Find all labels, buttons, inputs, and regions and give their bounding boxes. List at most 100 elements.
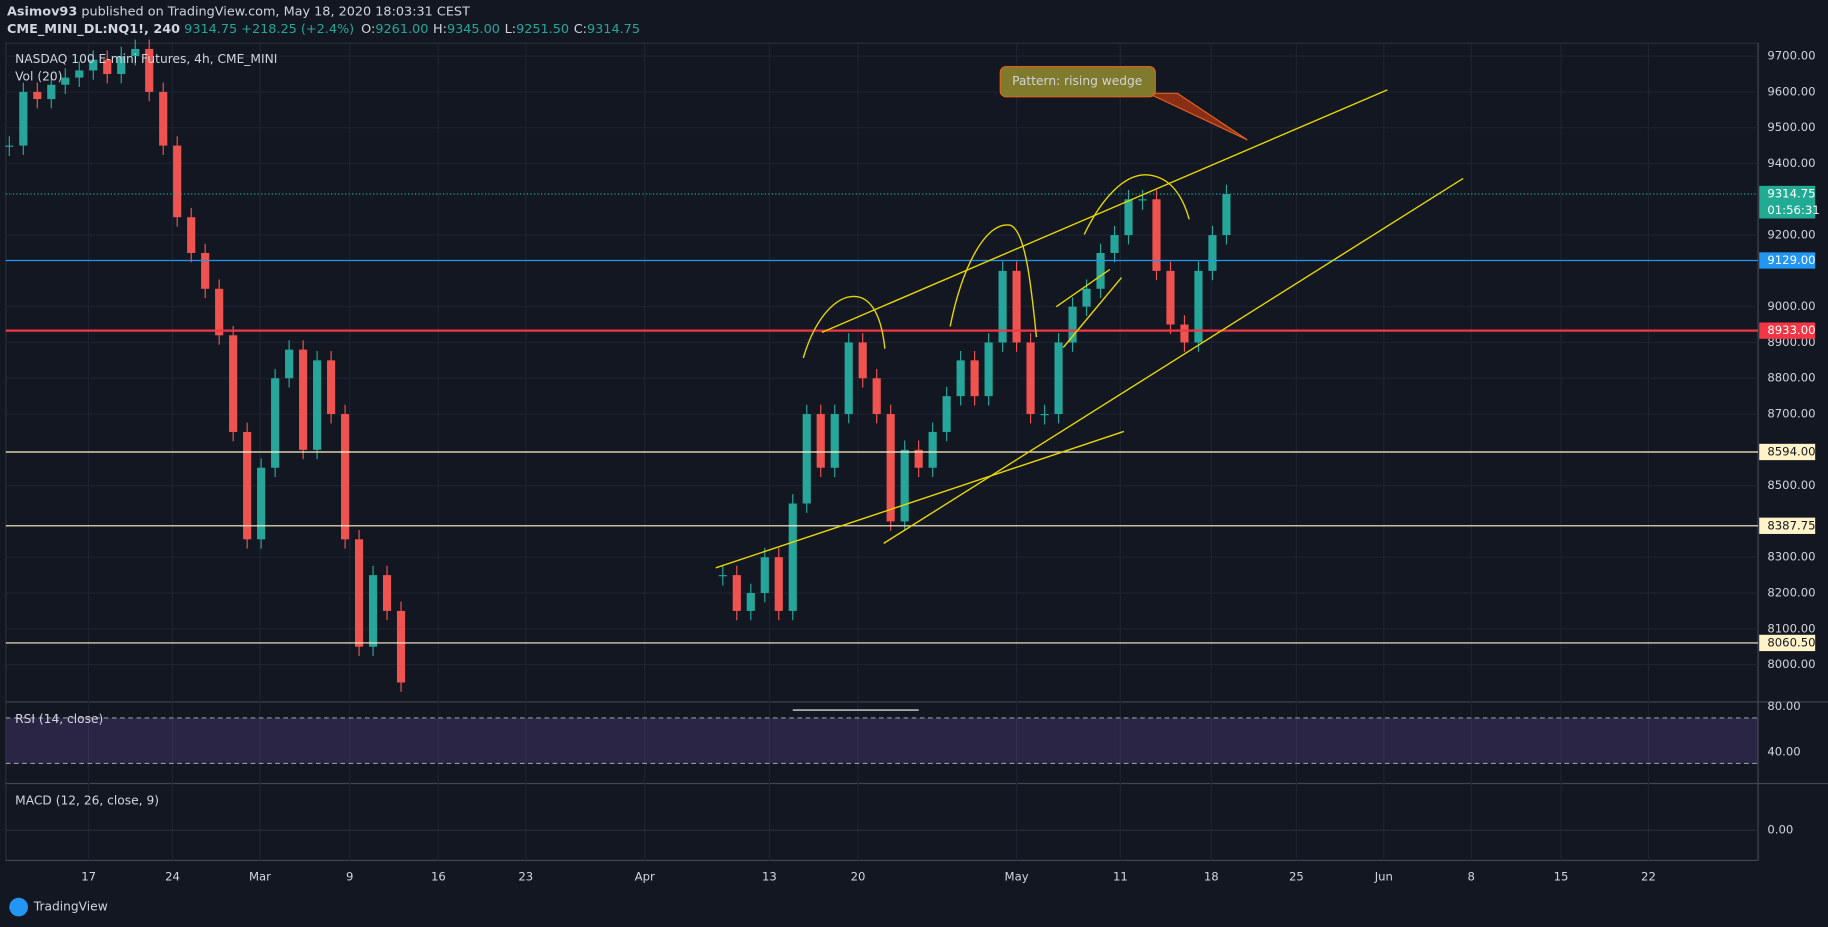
- date-label: Apr: [635, 869, 655, 883]
- candle: [858, 333, 867, 388]
- candle-body: [1012, 270, 1021, 343]
- candle: [1152, 189, 1161, 281]
- price-tick-label: 8300.00: [1767, 550, 1815, 564]
- level-label: 8594.00: [1767, 444, 1815, 458]
- current-price-label: 9314.75: [1767, 187, 1815, 201]
- change: +218.25 (+2.4%): [241, 22, 354, 37]
- candle-body: [33, 91, 42, 100]
- candle: [1012, 261, 1021, 352]
- candle: [243, 422, 252, 549]
- candle: [816, 404, 825, 478]
- date-label: 9: [346, 869, 353, 883]
- price-tick-label: 9600.00: [1767, 84, 1815, 98]
- callout-text: Pattern: rising wedge: [1012, 74, 1142, 88]
- candle-body: [760, 557, 769, 594]
- date-label: Mar: [249, 869, 271, 883]
- candle: [354, 529, 364, 657]
- candle: [19, 82, 28, 155]
- price-tick-label: 8700.00: [1767, 407, 1815, 421]
- candle: [271, 368, 280, 478]
- author[interactable]: Asimov93: [7, 4, 77, 19]
- date-label: 23: [518, 869, 533, 883]
- candle-body: [341, 414, 350, 540]
- ohlc-key: H:: [433, 22, 447, 37]
- candle: [1096, 243, 1105, 299]
- candle: [914, 440, 923, 478]
- candle: [942, 386, 951, 442]
- candle: [900, 440, 909, 531]
- candle: [117, 46, 126, 84]
- candle: [396, 601, 406, 692]
- price-tick-label: 9400.00: [1767, 156, 1815, 170]
- price-tick-label: 8000.00: [1767, 657, 1815, 671]
- candle-body: [928, 431, 937, 468]
- candle: [928, 422, 937, 478]
- trendline: [821, 89, 1388, 333]
- candle: [327, 351, 336, 424]
- level-label: 9129.00: [1767, 253, 1815, 267]
- candle: [368, 565, 378, 657]
- candle-body: [5, 145, 14, 147]
- candle-body: [858, 342, 867, 379]
- candle: [1110, 225, 1119, 263]
- candle-body: [354, 539, 364, 647]
- level-label-bg: [1759, 517, 1816, 534]
- drawings: [715, 89, 1464, 569]
- date-label: Jun: [1374, 869, 1393, 883]
- trendline: [1055, 268, 1111, 308]
- candle-body: [970, 360, 979, 397]
- arc: [949, 224, 1038, 338]
- candle-body: [886, 414, 895, 522]
- candle: [1138, 189, 1147, 210]
- published: published on TradingView.com, May 18, 20…: [81, 4, 470, 19]
- symbol: CME_MINI_DL:NQ1!, 240: [7, 22, 180, 37]
- candle: [382, 565, 392, 621]
- candle-body: [61, 77, 70, 85]
- callout: [999, 65, 1156, 98]
- candle-body: [872, 378, 881, 415]
- rsi-title: RSI (14, close): [15, 712, 103, 726]
- candle-body: [914, 449, 923, 468]
- ohlc-value: 9314.75: [587, 22, 640, 37]
- candle: [75, 61, 84, 87]
- candle: [89, 50, 98, 80]
- price-tick-label: 9500.00: [1767, 120, 1815, 134]
- candle-body: [47, 84, 56, 100]
- date-label: 24: [165, 869, 180, 883]
- candle-body: [1082, 288, 1091, 307]
- candle: [1166, 261, 1175, 334]
- header-line-1: Asimov93 published on TradingView.com, M…: [7, 4, 470, 19]
- arc: [802, 295, 886, 359]
- price-tick-label: 8500.00: [1767, 478, 1815, 492]
- candle: [1068, 297, 1077, 352]
- candle-body: [900, 449, 909, 522]
- candle-body: [1180, 324, 1189, 343]
- candle: [872, 368, 881, 424]
- levels: 9129.00 8933.00 8594.00 8387.75 8060.50 9314.…: [5, 185, 1820, 652]
- candle-body: [1166, 270, 1175, 325]
- price-tick-label: 8200.00: [1767, 586, 1815, 600]
- arc: [1083, 174, 1190, 235]
- brand[interactable]: TradingView: [9, 897, 108, 917]
- candle-body: [774, 557, 783, 611]
- date-label: 22: [1641, 869, 1656, 883]
- candle: [1054, 333, 1063, 424]
- candle: [802, 404, 811, 513]
- candle-body: [159, 91, 168, 146]
- level-label-bg: [1759, 322, 1816, 339]
- ohlc-key: O:: [361, 22, 375, 37]
- candle-body: [117, 56, 126, 75]
- candle-body: [299, 349, 308, 450]
- candle-body: [75, 70, 84, 78]
- candle-body: [382, 575, 392, 611]
- candle-body: [1152, 199, 1161, 271]
- candle: [299, 340, 308, 460]
- candle-body: [327, 360, 336, 415]
- candle-body: [1096, 252, 1105, 289]
- candle-body: [998, 270, 1007, 343]
- price-tick-label: 9000.00: [1767, 299, 1815, 313]
- candle: [103, 50, 112, 84]
- date-label: 25: [1289, 869, 1304, 883]
